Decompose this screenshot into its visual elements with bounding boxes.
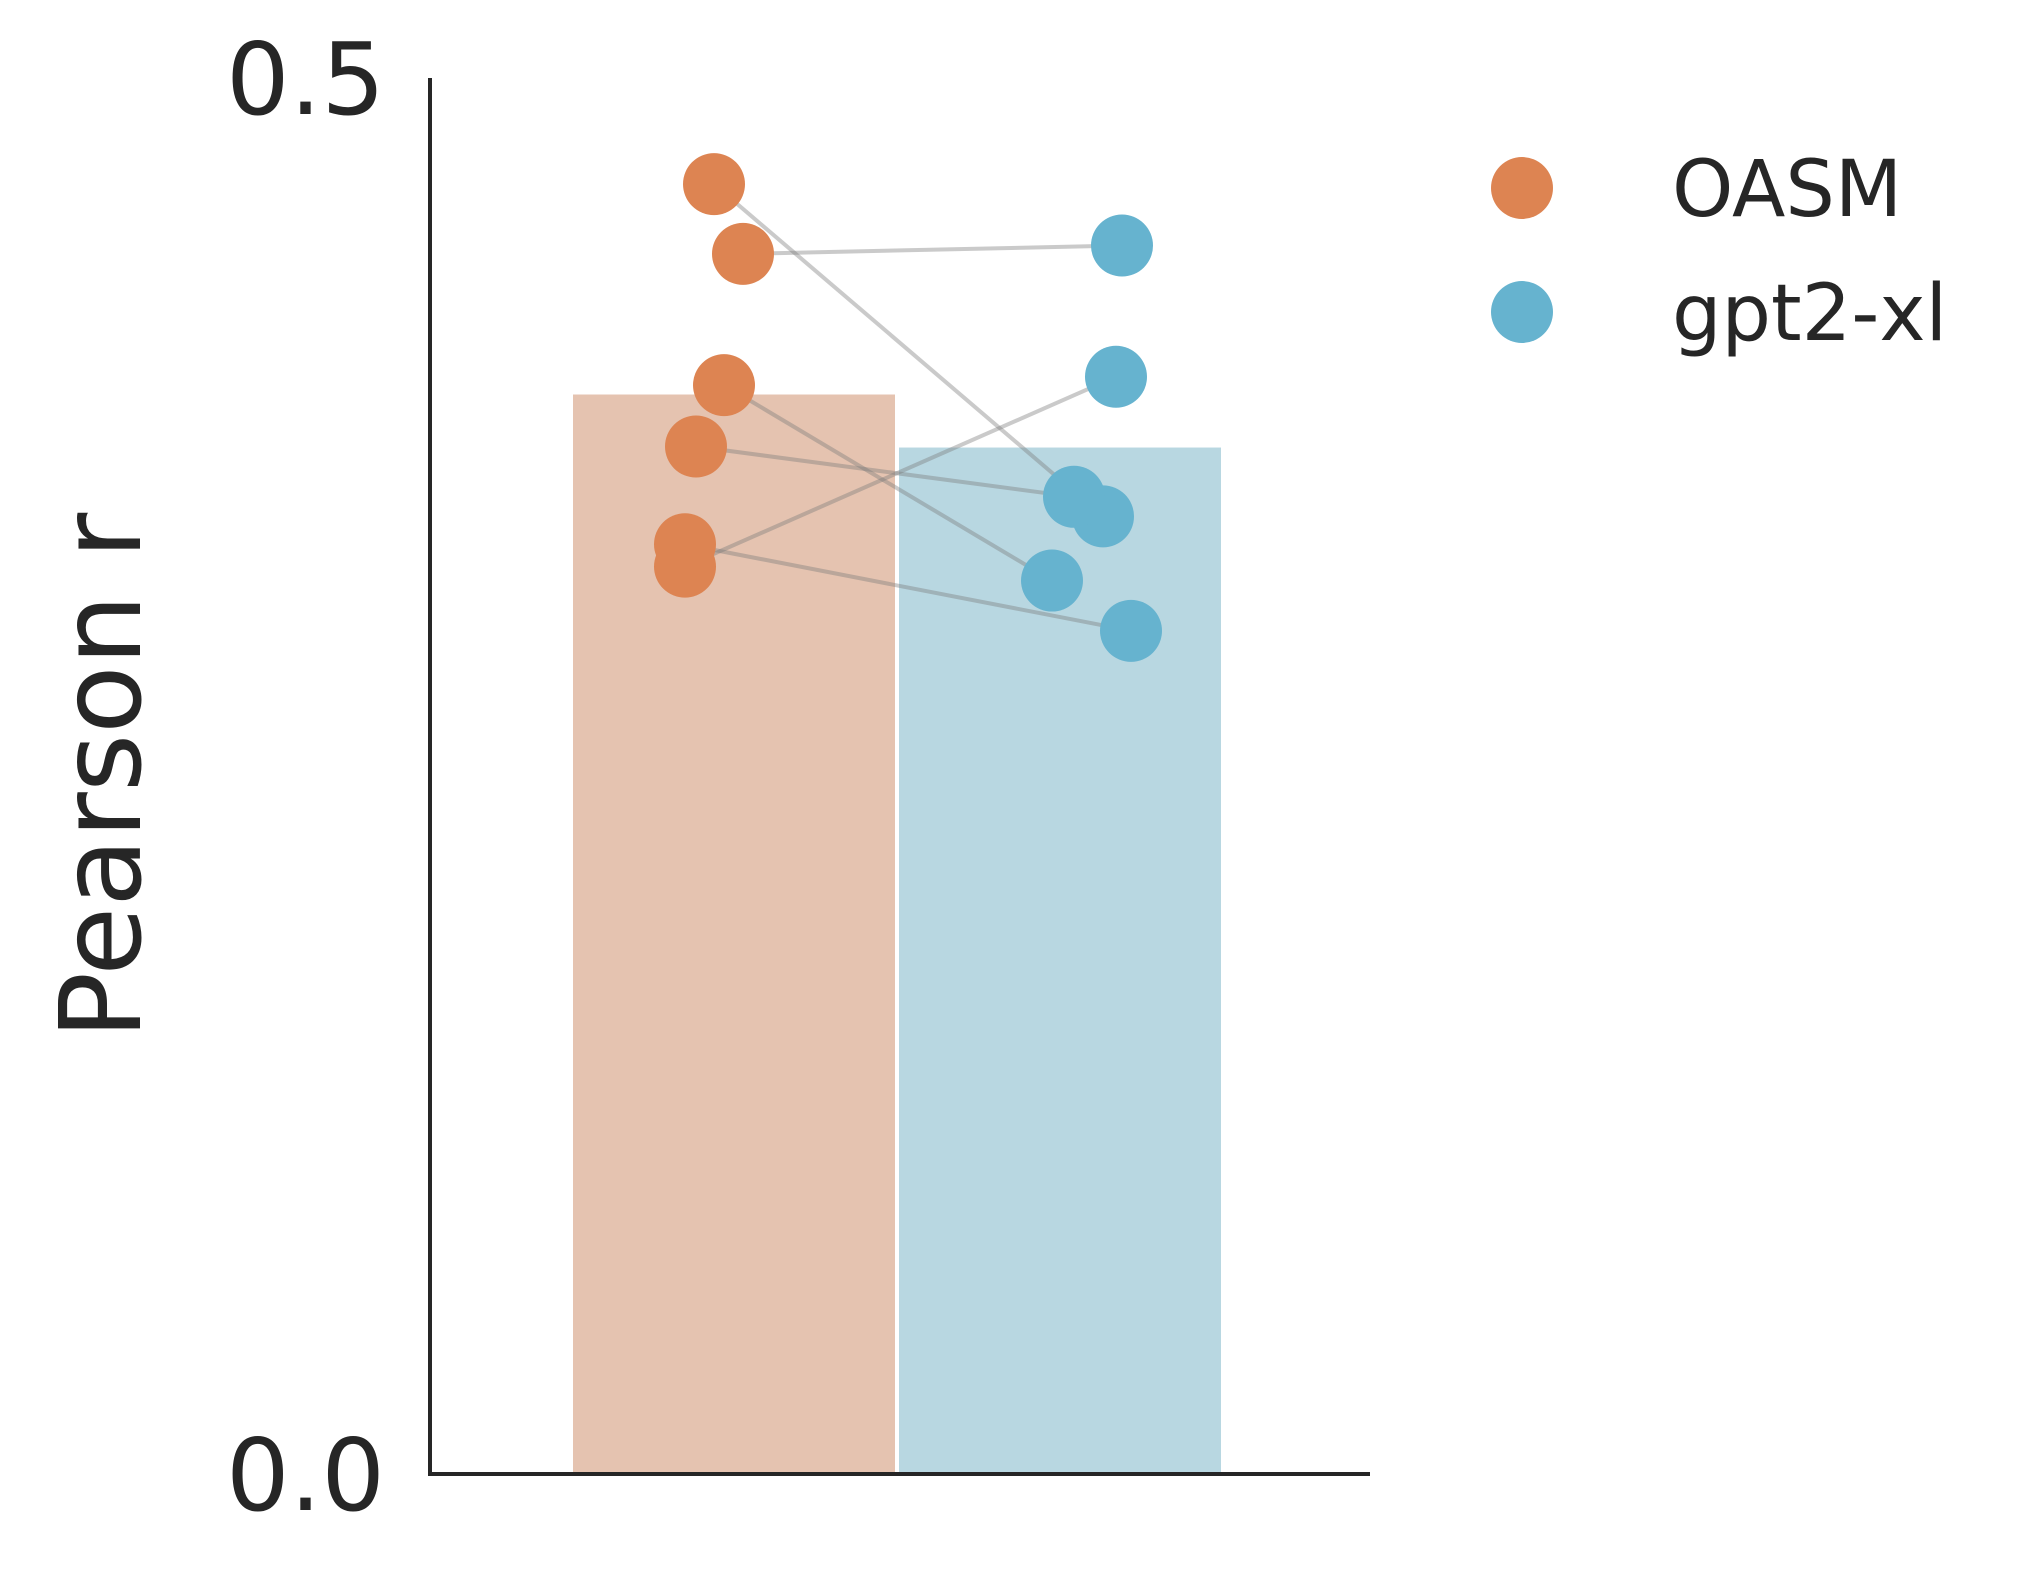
legend-label-gpt2-xl: gpt2-xl: [1672, 269, 1947, 359]
axes-layer: 0.0 0.5 Pearson r: [37, 21, 1370, 1534]
paired-line-1: [742, 243, 1123, 256]
data-point-gpt2-xl-2: [1021, 549, 1083, 612]
paired-line-5: [684, 374, 1117, 569]
legend-marker-OASM: [1491, 157, 1553, 219]
y-tick-label: 0.0: [226, 1417, 385, 1534]
paired-line-0: [712, 182, 1105, 518]
data-point-OASM-5: [654, 535, 716, 598]
bar-OASM: [571, 392, 897, 1476]
data-point-OASM-3: [665, 415, 727, 478]
data-point-gpt2-xl-4: [1100, 599, 1162, 662]
paired-line-4: [684, 542, 1132, 633]
y-tick-label: 0.5: [226, 21, 385, 138]
data-point-gpt2-xl-1: [1091, 214, 1153, 277]
bars-layer: [571, 392, 1223, 1476]
data-point-gpt2-xl-5: [1085, 345, 1147, 408]
y-axis-title: Pearson r: [37, 512, 167, 1040]
paired-lines-layer: [684, 182, 1132, 633]
data-point-OASM-1: [712, 222, 774, 285]
legend: OASM gpt2-xl: [1491, 145, 1947, 359]
data-point-gpt2-xl-3: [1043, 465, 1105, 528]
paired-line-3: [695, 444, 1075, 499]
data-point-OASM-2: [693, 354, 755, 417]
legend-label-OASM: OASM: [1672, 145, 1902, 235]
legend-marker-gpt2-xl: [1491, 281, 1553, 343]
data-point-OASM-0: [683, 153, 745, 216]
bar-gpt2-xl: [897, 445, 1223, 1476]
paired-line-2: [722, 383, 1054, 583]
points-layer: [654, 153, 1162, 662]
